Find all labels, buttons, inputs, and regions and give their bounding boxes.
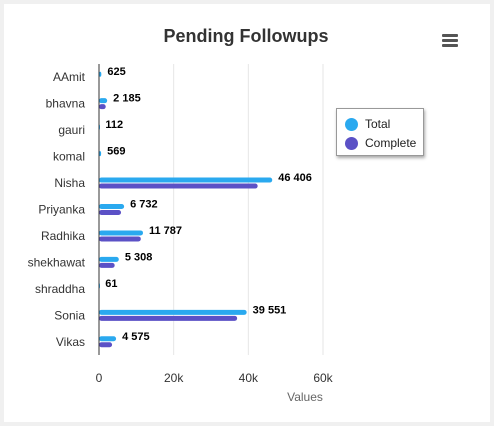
x-tick-label: 20k — [164, 371, 184, 385]
category-label: shraddha — [35, 282, 85, 296]
data-label: 11 787 — [149, 225, 182, 237]
data-label: 625 — [107, 66, 125, 78]
x-tick-label: 0 — [96, 371, 103, 385]
data-label: 112 — [105, 119, 123, 131]
legend-label-complete: Complete — [365, 136, 417, 150]
category-label: bhavna — [46, 97, 86, 111]
x-axis-ticks: 0 20k 40k 60k — [96, 371, 334, 385]
category-label: Nisha — [54, 176, 85, 190]
data-label: 61 — [105, 278, 117, 290]
bar-total[interactable] — [99, 256, 119, 262]
category-label: Priyanka — [38, 203, 85, 217]
bar-total[interactable] — [99, 204, 125, 209]
bar-total[interactable] — [99, 230, 144, 236]
data-label: 6 732 — [130, 199, 158, 211]
grid-lines — [173, 64, 324, 355]
category-label: Vikas — [56, 335, 85, 349]
x-tick-label: 60k — [313, 371, 333, 385]
data-label: 39 551 — [253, 304, 287, 316]
hamburger-menu-icon[interactable] — [436, 30, 466, 52]
bars — [99, 71, 273, 348]
bar-complete[interactable] — [99, 236, 141, 242]
bar-complete[interactable] — [99, 315, 238, 321]
category-labels: AAmit bhavna gauri komal Nisha Priyanka Radhik… — [28, 70, 86, 349]
category-label: AAmit — [53, 70, 86, 84]
data-label: 4 575 — [122, 331, 150, 343]
data-label: 46 406 — [278, 172, 312, 184]
bar-complete[interactable] — [99, 104, 106, 110]
bar-complete[interactable] — [99, 342, 113, 348]
bar-total[interactable] — [99, 309, 247, 315]
x-tick-label: 40k — [239, 371, 259, 385]
bar-total[interactable] — [99, 151, 102, 157]
bar-total[interactable] — [99, 177, 273, 183]
category-label: Sonia — [54, 308, 85, 322]
bar-total[interactable] — [99, 336, 117, 342]
category-label: Radhika — [41, 229, 85, 243]
category-label: shekhawat — [28, 255, 86, 269]
legend-marker-total — [345, 118, 358, 131]
bar-total[interactable] — [99, 71, 102, 77]
legend-label-total: Total — [365, 117, 391, 131]
legend-marker-complete — [345, 137, 358, 150]
chart-container — [4, 4, 490, 422]
bar-complete[interactable] — [99, 210, 122, 215]
data-label: 569 — [107, 146, 125, 158]
data-label: 5 308 — [125, 251, 153, 263]
data-label: 2 185 — [113, 93, 141, 105]
bar-complete[interactable] — [99, 183, 258, 189]
chart-title: Pending Followups — [164, 26, 329, 46]
data-labels: 625 2 185 112 569 46 406 6 732 11 787 5 308 61 39… — [105, 66, 312, 343]
x-axis-label: Values — [287, 390, 323, 404]
bar-complete[interactable] — [99, 262, 115, 268]
bar-total[interactable] — [99, 98, 108, 104]
legend: Total Complete — [336, 108, 424, 156]
category-label: gauri — [58, 123, 85, 137]
category-label: komal — [53, 150, 85, 164]
